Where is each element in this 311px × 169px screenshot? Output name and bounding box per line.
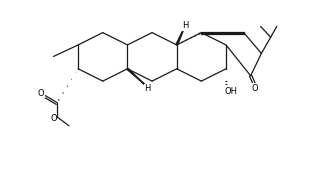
Text: O: O (38, 89, 44, 98)
Polygon shape (127, 68, 145, 85)
Text: O: O (252, 83, 258, 93)
Text: OH: OH (224, 87, 237, 96)
Text: H: H (144, 84, 151, 93)
Text: H: H (182, 21, 188, 30)
Text: O: O (50, 114, 57, 123)
Polygon shape (176, 26, 185, 45)
